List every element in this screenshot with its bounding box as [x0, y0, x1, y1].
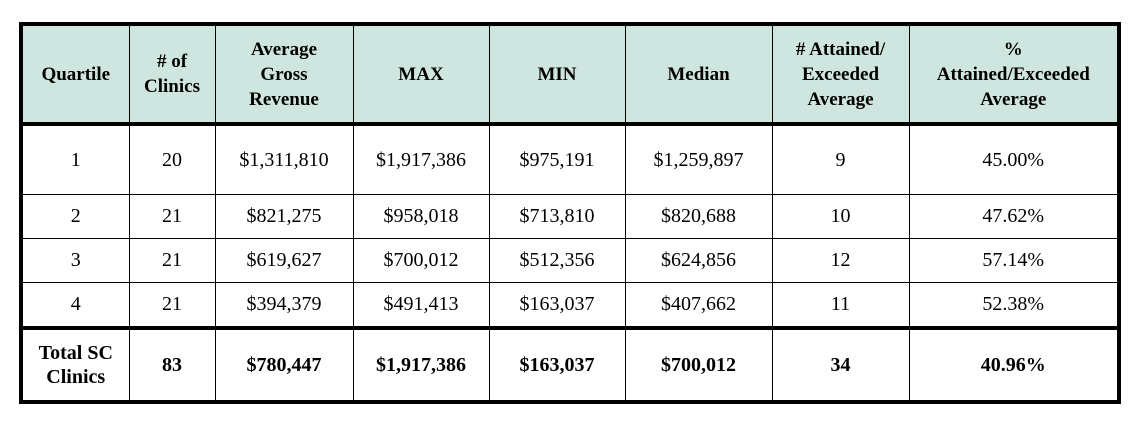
header-text: Revenue: [249, 88, 319, 110]
table-cell: 12: [771, 238, 910, 283]
table-cell: 10: [771, 194, 910, 239]
header-text: Quartile: [41, 63, 111, 85]
total-cell: 83: [128, 326, 216, 403]
header-text: Attained/Exceeded: [936, 63, 1090, 85]
table-cell: $1,311,810: [214, 123, 354, 195]
table-cell: $394,379: [214, 282, 354, 329]
header-max: MAX: [352, 23, 490, 126]
header-text: # Attained/: [795, 38, 886, 60]
table-cell: $624,856: [624, 238, 773, 283]
total-cell: $700,012: [624, 326, 773, 403]
total-cell: $780,447: [214, 326, 354, 403]
table-cell: $512,356: [488, 238, 626, 283]
header-text: Average: [980, 88, 1047, 110]
table-cell: 3: [20, 238, 130, 283]
total-label-text: Clinics: [46, 366, 106, 388]
total-cell: 40.96%: [908, 326, 1120, 403]
table-row: 2 21 $821,275 $958,018 $713,810 $820,688…: [20, 194, 1120, 239]
quartile-revenue-table: Quartile # of Clinics Average Gross Reve…: [19, 22, 1121, 404]
header-median: Median: [624, 23, 773, 126]
total-label-cell: Total SC Clinics: [20, 326, 130, 403]
header-average-gross-revenue: Average Gross Revenue: [214, 23, 354, 126]
header-pct-attained: % Attained/Exceeded Average: [908, 23, 1120, 126]
header-num-clinics: # of Clinics: [128, 23, 216, 126]
table-cell: $619,627: [214, 238, 354, 283]
total-cell: 34: [771, 326, 910, 403]
table-cell: $821,275: [214, 194, 354, 239]
header-text: %: [1003, 38, 1023, 60]
total-cell: $163,037: [488, 326, 626, 403]
table-cell: $1,917,386: [352, 123, 490, 195]
table-cell: 9: [771, 123, 910, 195]
table-cell: $1,259,897: [624, 123, 773, 195]
header-text: Median: [667, 63, 730, 85]
header-text: Average: [250, 38, 318, 60]
header-min: MIN: [488, 23, 626, 126]
header-text: Gross: [260, 63, 308, 85]
table-cell: 45.00%: [908, 123, 1120, 195]
table-cell: 47.62%: [908, 194, 1120, 239]
total-cell: $1,917,386: [352, 326, 490, 403]
header-text: Clinics: [144, 76, 200, 97]
table-cell: 21: [128, 238, 216, 283]
table-cell: $820,688: [624, 194, 773, 239]
table-cell: $491,413: [352, 282, 490, 329]
table-row: 1 20 $1,311,810 $1,917,386 $975,191 $1,2…: [20, 123, 1120, 195]
header-text: MAX: [398, 63, 444, 85]
header-text: MIN: [537, 63, 577, 85]
table-cell: 20: [128, 123, 216, 195]
table-cell: $700,012: [352, 238, 490, 283]
table-cell: 21: [128, 282, 216, 329]
table-cell: 11: [771, 282, 910, 329]
table-cell: 4: [20, 282, 130, 329]
table-cell: 2: [20, 194, 130, 239]
header-row: Quartile # of Clinics Average Gross Reve…: [20, 23, 1120, 126]
table-cell: 52.38%: [908, 282, 1120, 329]
header-quartile: Quartile: [20, 23, 130, 126]
header-text: # of: [156, 51, 188, 72]
table-cell: $163,037: [488, 282, 626, 329]
total-label-text: Total SC: [38, 342, 113, 364]
table-row: 4 21 $394,379 $491,413 $163,037 $407,662…: [20, 282, 1120, 329]
table-row: 3 21 $619,627 $700,012 $512,356 $624,856…: [20, 238, 1120, 283]
header-text: Average: [807, 88, 874, 110]
table-cell: $713,810: [488, 194, 626, 239]
table-container: Quartile # of Clinics Average Gross Reve…: [19, 22, 1121, 416]
total-row: Total SC Clinics 83 $780,447 $1,917,386 …: [20, 326, 1120, 403]
table-cell: $975,191: [488, 123, 626, 195]
table-cell: 57.14%: [908, 238, 1120, 283]
table-cell: 1: [20, 123, 130, 195]
table-cell: $407,662: [624, 282, 773, 329]
header-num-attained: # Attained/ Exceeded Average: [771, 23, 910, 126]
header-text: Exceeded: [801, 63, 880, 85]
table-cell: 21: [128, 194, 216, 239]
table-cell: $958,018: [352, 194, 490, 239]
